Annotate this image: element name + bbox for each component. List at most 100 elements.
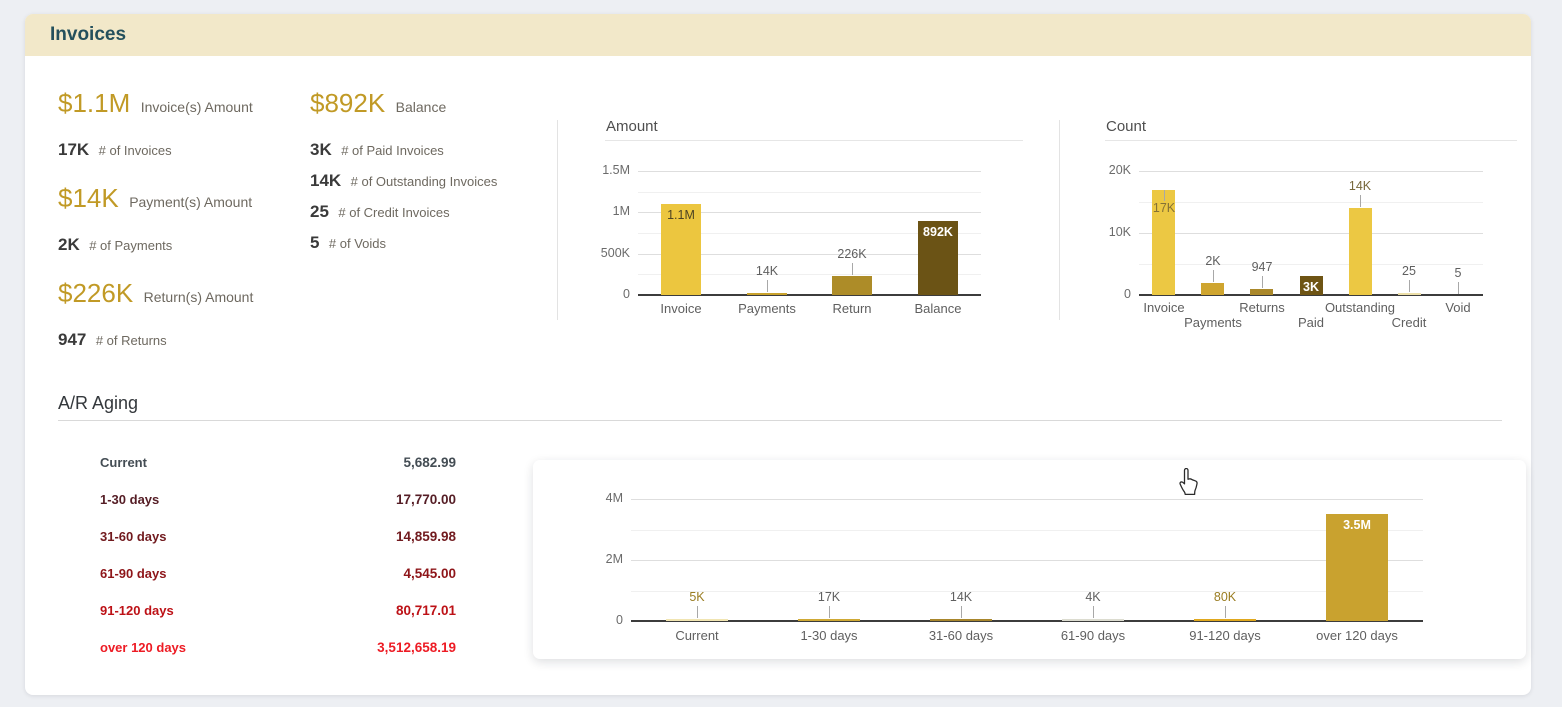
bar-value-label: 5K <box>655 590 739 604</box>
kpi-return-amount-label: Return(s) Amount <box>144 289 254 305</box>
kpi-credit-count: 25 # of Credit Invoices <box>310 202 450 222</box>
major-gridline <box>638 171 981 172</box>
aging-row-label[interactable]: Current <box>100 455 147 470</box>
x-axis-category-label: 31-60 days <box>906 628 1016 643</box>
bar-31-60-days[interactable] <box>930 619 992 621</box>
kpi-return-count-value: 947 <box>58 330 86 349</box>
bar-value-label: 3.5M <box>1315 518 1399 532</box>
aging-row-value: 80,717.01 <box>276 603 456 618</box>
kpi-paid-count: 3K # of Paid Invoices <box>310 140 444 160</box>
bar-91-120-days[interactable] <box>1194 619 1256 621</box>
divider-kpi-charts <box>557 120 558 320</box>
x-axis-category-label: Invoice <box>1109 300 1219 315</box>
y-axis-tick-label: 2M <box>577 552 623 566</box>
kpi-void-count-value: 5 <box>310 233 319 252</box>
x-axis-category-label: 61-90 days <box>1038 628 1148 643</box>
kpi-payment-amount-label: Payment(s) Amount <box>129 194 252 210</box>
kpi-outstanding-count: 14K # of Outstanding Invoices <box>310 171 497 191</box>
bar-1-30-days[interactable] <box>798 619 860 621</box>
bar-value-label: 947 <box>1220 260 1304 274</box>
x-axis-category-label: Outstanding <box>1305 300 1415 315</box>
bar-value-label: 14K <box>725 264 809 278</box>
kpi-return-count: 947 # of Returns <box>58 330 167 350</box>
bar-value-label: 892K <box>896 225 980 239</box>
panel-header[interactable]: Invoices <box>25 14 1531 56</box>
aging-row-value: 4,545.00 <box>276 566 456 581</box>
y-axis-tick-label: 1.5M <box>584 163 630 177</box>
x-axis-category-label: Void <box>1403 300 1513 315</box>
bar-value-label: 3K <box>1269 280 1353 294</box>
kpi-payment-count-value: 2K <box>58 235 80 254</box>
y-axis-tick-label: 20K <box>1085 163 1131 177</box>
kpi-payment-amount-value: $14K <box>58 183 119 213</box>
label-callout-line <box>1164 190 1165 201</box>
minor-gridline <box>631 530 1423 531</box>
bar-return[interactable] <box>832 276 872 295</box>
aging-row-label[interactable]: 61-90 days <box>100 566 167 581</box>
aging-row-value: 14,859.98 <box>276 529 456 544</box>
y-axis-tick-label: 500K <box>584 246 630 260</box>
kpi-invoice-count-label: # of Invoices <box>99 143 172 158</box>
label-callout-line <box>767 280 768 292</box>
label-callout-line <box>1213 270 1214 282</box>
label-callout-line <box>1093 606 1094 618</box>
label-callout-line <box>1409 280 1410 292</box>
kpi-balance-amount-value: $892K <box>310 88 385 118</box>
divider-amount-count <box>1059 120 1060 320</box>
kpi-void-count: 5 # of Voids <box>310 233 386 253</box>
invoices-panel: Invoices $1.1M Invoice(s) Amount 17K # o… <box>25 14 1531 695</box>
aging-chart-card[interactable]: 02M4M5KCurrent17K1-30 days14K31-60 days4… <box>533 460 1526 659</box>
bar-payments[interactable] <box>747 293 787 295</box>
y-axis-tick-label: 0 <box>584 287 630 301</box>
bar-value-label: 4K <box>1051 590 1135 604</box>
aging-row-value: 17,770.00 <box>276 492 456 507</box>
kpi-payment-count-label: # of Payments <box>89 238 172 253</box>
bar-value-label: 17K <box>1122 201 1206 215</box>
bar-61-90-days[interactable] <box>1062 619 1124 621</box>
major-gridline <box>631 560 1423 561</box>
kpi-paid-count-value: 3K <box>310 140 332 159</box>
bar-value-label: 226K <box>810 247 894 261</box>
bar-value-label: 80K <box>1183 590 1267 604</box>
bar-credit[interactable] <box>1398 293 1421 295</box>
aging-section-title: A/R Aging <box>58 393 138 414</box>
panel-title: Invoices <box>50 24 126 46</box>
label-callout-line <box>961 606 962 618</box>
bar-value-label: 14K <box>1318 179 1402 193</box>
kpi-void-count-label: # of Voids <box>329 236 386 251</box>
label-callout-line <box>1262 276 1263 288</box>
bar-value-label: 17K <box>787 590 871 604</box>
major-gridline <box>1139 171 1483 172</box>
minor-gridline <box>631 591 1423 592</box>
aging-row-label[interactable]: 31-60 days <box>100 529 167 544</box>
label-callout-line <box>1360 195 1361 207</box>
aging-row-label[interactable]: 91-120 days <box>100 603 174 618</box>
bar-outstanding[interactable] <box>1349 208 1372 295</box>
kpi-return-amount: $226K Return(s) Amount <box>58 278 253 309</box>
kpi-credit-count-label: # of Credit Invoices <box>338 205 449 220</box>
amount-chart-title: Amount <box>606 118 658 135</box>
label-callout-line <box>1458 282 1459 294</box>
x-axis-category-label: Credit <box>1354 315 1464 330</box>
y-axis-tick-label: 1M <box>584 204 630 218</box>
aging-row-label[interactable]: over 120 days <box>100 640 186 655</box>
major-gridline <box>631 499 1423 500</box>
bar-payments[interactable] <box>1201 283 1224 295</box>
kpi-return-count-label: # of Returns <box>96 333 167 348</box>
bar-value-label: 5 <box>1416 266 1500 280</box>
kpi-invoice-count-value: 17K <box>58 140 89 159</box>
count-chart-title: Count <box>1106 118 1146 135</box>
label-callout-line <box>829 606 830 618</box>
bar-current[interactable] <box>666 619 728 621</box>
label-callout-line <box>852 263 853 275</box>
minor-gridline <box>638 192 981 193</box>
aging-row-value: 3,512,658.19 <box>276 640 456 655</box>
aging-section-underline <box>58 420 1502 421</box>
kpi-paid-count-label: # of Paid Invoices <box>341 143 444 158</box>
aging-row-label[interactable]: 1-30 days <box>100 492 159 507</box>
kpi-outstanding-count-value: 14K <box>310 171 341 190</box>
label-callout-line <box>697 606 698 618</box>
kpi-invoice-amount: $1.1M Invoice(s) Amount <box>58 88 253 119</box>
kpi-invoice-amount-label: Invoice(s) Amount <box>141 99 253 115</box>
kpi-invoice-amount-value: $1.1M <box>58 88 130 118</box>
